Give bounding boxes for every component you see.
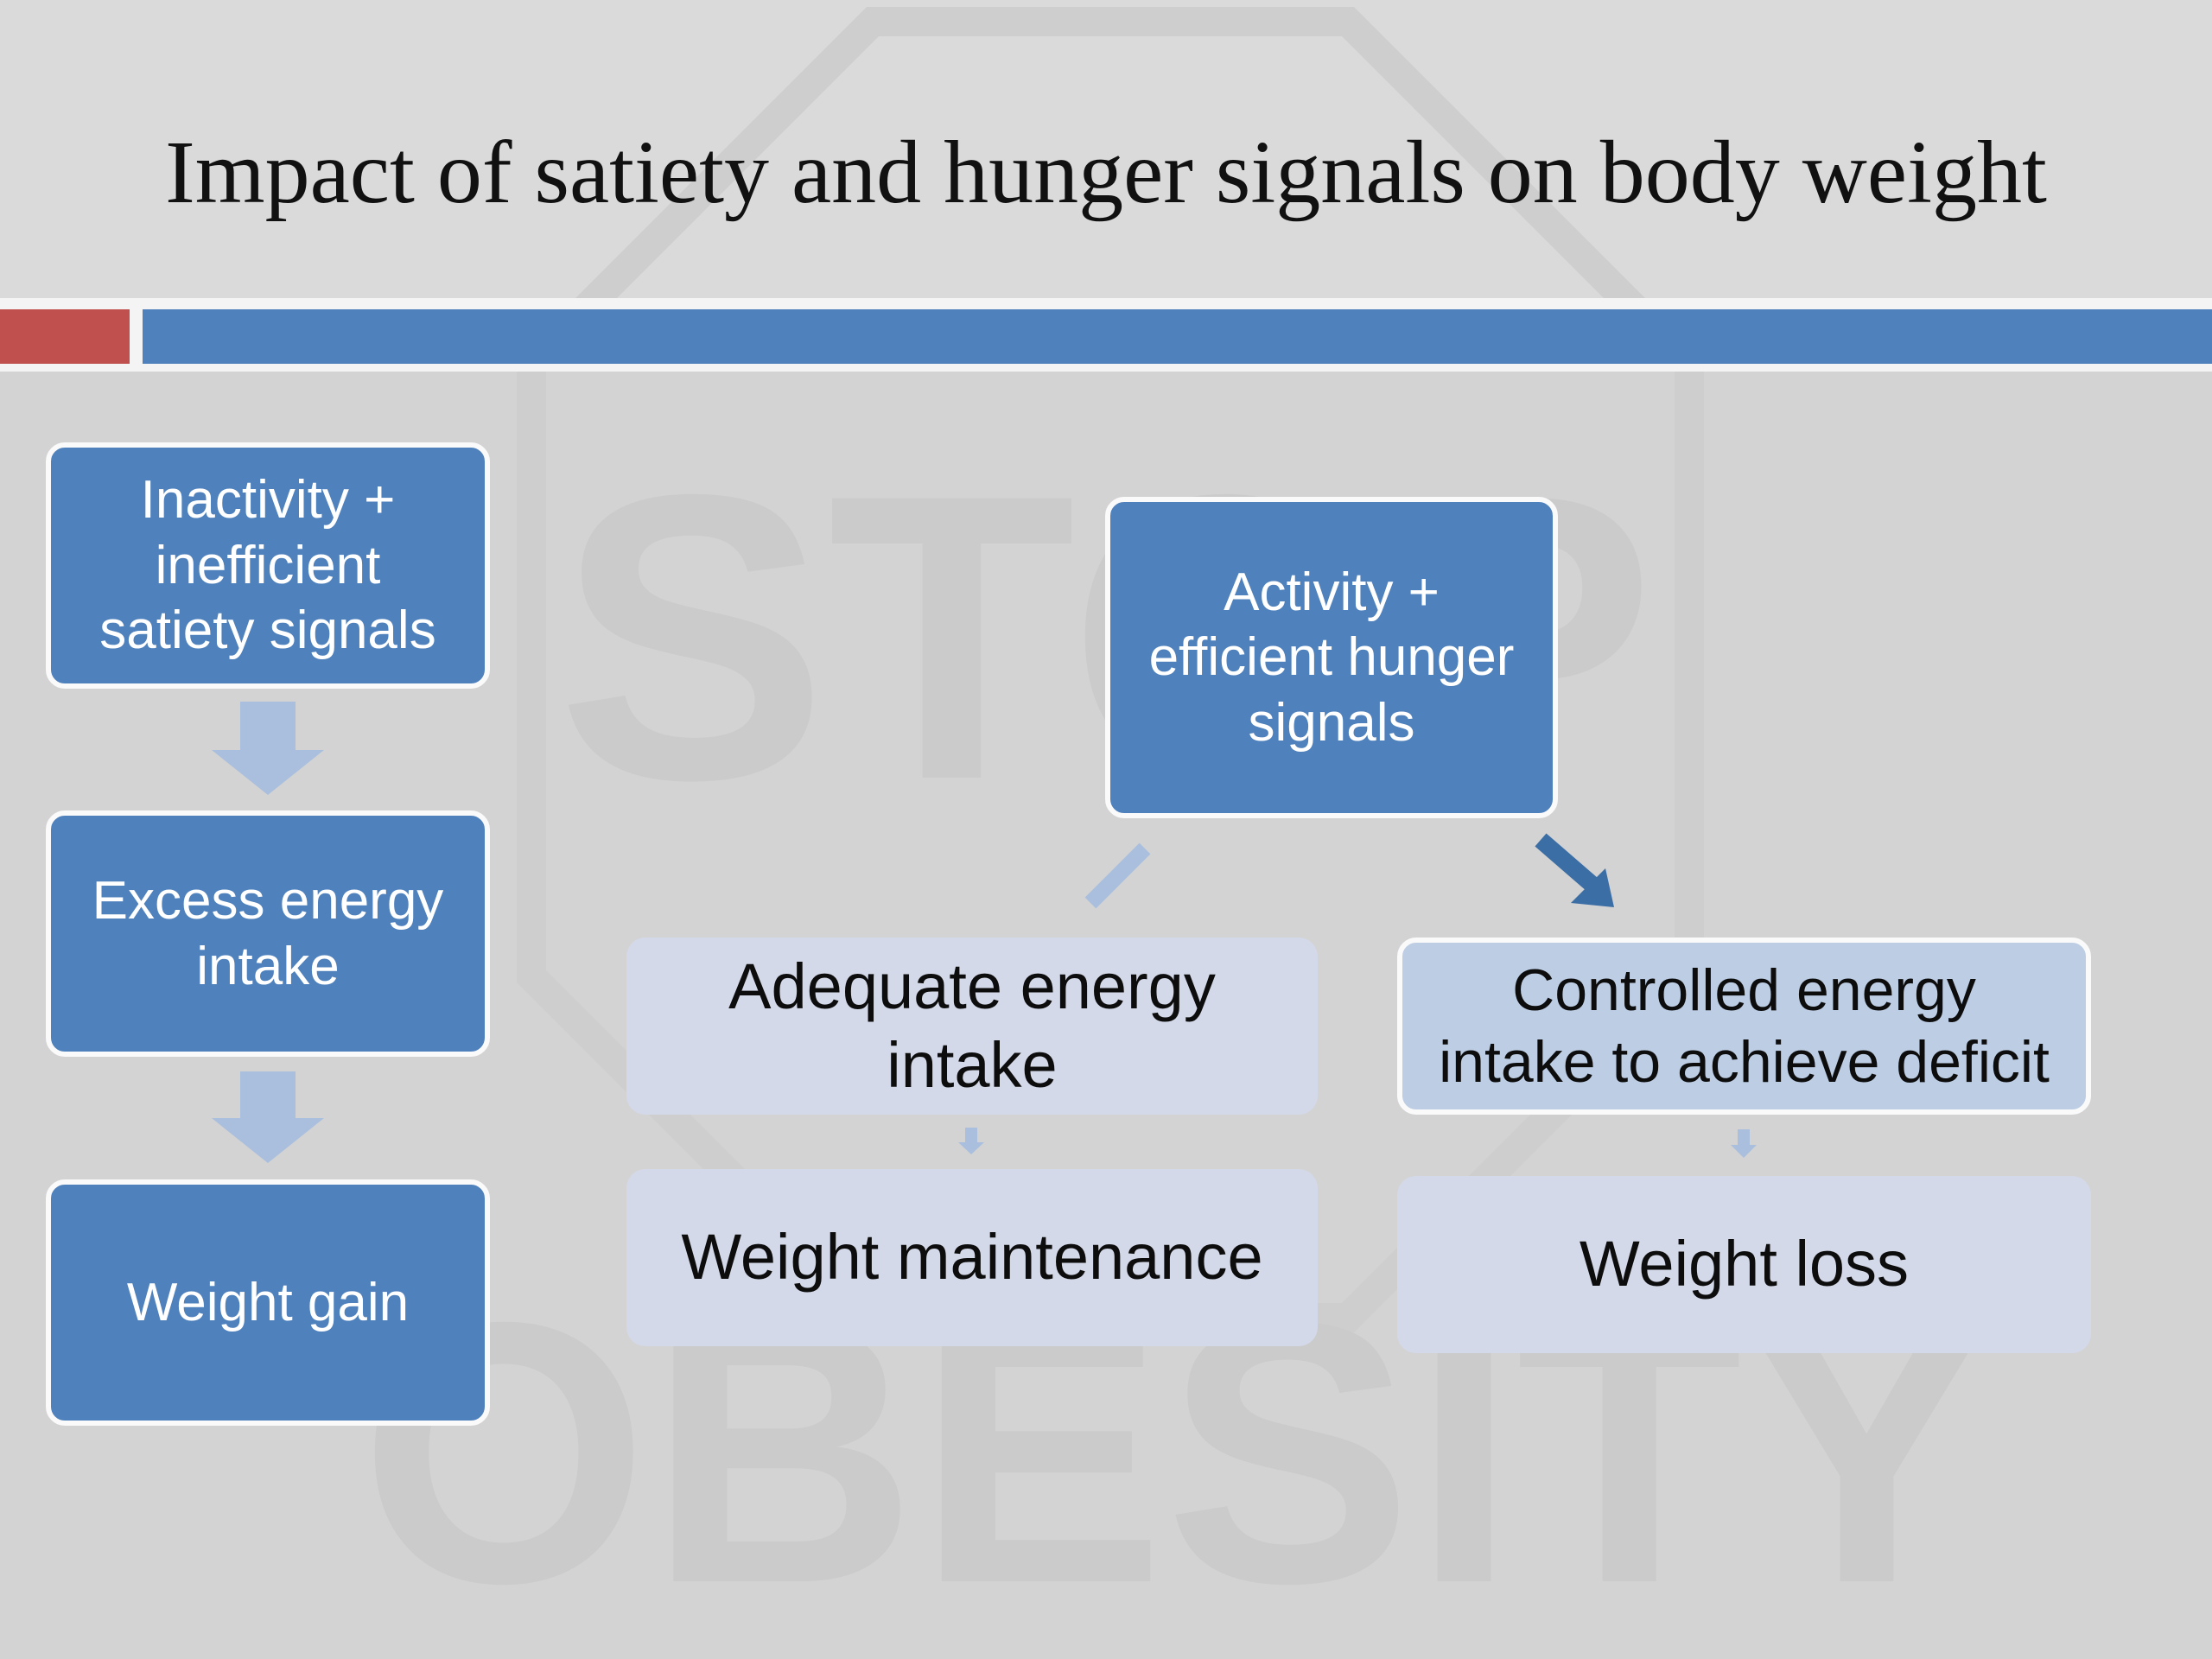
node-line: intake — [887, 1028, 1058, 1101]
node-adequate-energy-intake: Adequate energy intake — [626, 938, 1318, 1115]
small-arrow-a-icon — [958, 1128, 984, 1154]
node-weight-loss: Weight loss — [1397, 1176, 2091, 1353]
accent-bar-blue — [143, 309, 2212, 364]
node-line: Activity + — [1224, 562, 1440, 622]
node-line: Weight maintenance — [681, 1221, 1263, 1294]
node-activity-hunger: Activity + efficient hunger signals — [1105, 497, 1558, 818]
node-excess-energy-intake: Excess energy intake — [46, 810, 490, 1057]
small-arrow-b-icon — [1731, 1129, 1757, 1158]
title-background — [0, 0, 2212, 298]
node-line: intake to achieve deficit — [1439, 1028, 2050, 1095]
node-line: Controlled energy — [1512, 957, 1976, 1023]
slide-title: Impact of satiety and hunger signals on … — [165, 123, 2047, 222]
node-line: intake — [196, 936, 340, 996]
node-line: inefficient — [155, 535, 381, 595]
node-line: satiety signals — [99, 601, 436, 661]
node-weight-maintenance: Weight maintenance — [626, 1169, 1318, 1346]
diagonal-arrow-left-icon — [1084, 842, 1151, 909]
node-inactivity-satiety: Inactivity + inefficient satiety signals — [46, 442, 490, 689]
down-arrow-2-icon — [212, 1071, 324, 1163]
down-arrow-1-icon — [212, 702, 324, 795]
node-weight-gain: Weight gain — [46, 1179, 490, 1426]
node-line: Adequate energy — [728, 950, 1216, 1023]
node-line: Inactivity + — [140, 470, 396, 531]
node-line: Weight gain — [126, 1272, 410, 1332]
node-line: Excess energy — [92, 870, 444, 931]
accent-bar-red — [0, 309, 130, 364]
node-line: Weight loss — [1579, 1228, 1910, 1300]
node-controlled-energy-intake: Controlled energy intake to achieve defi… — [1397, 938, 2091, 1115]
node-line: efficient hunger — [1148, 627, 1515, 688]
diagonal-arrow-right-icon — [1535, 833, 1614, 907]
node-line: signals — [1248, 692, 1415, 753]
